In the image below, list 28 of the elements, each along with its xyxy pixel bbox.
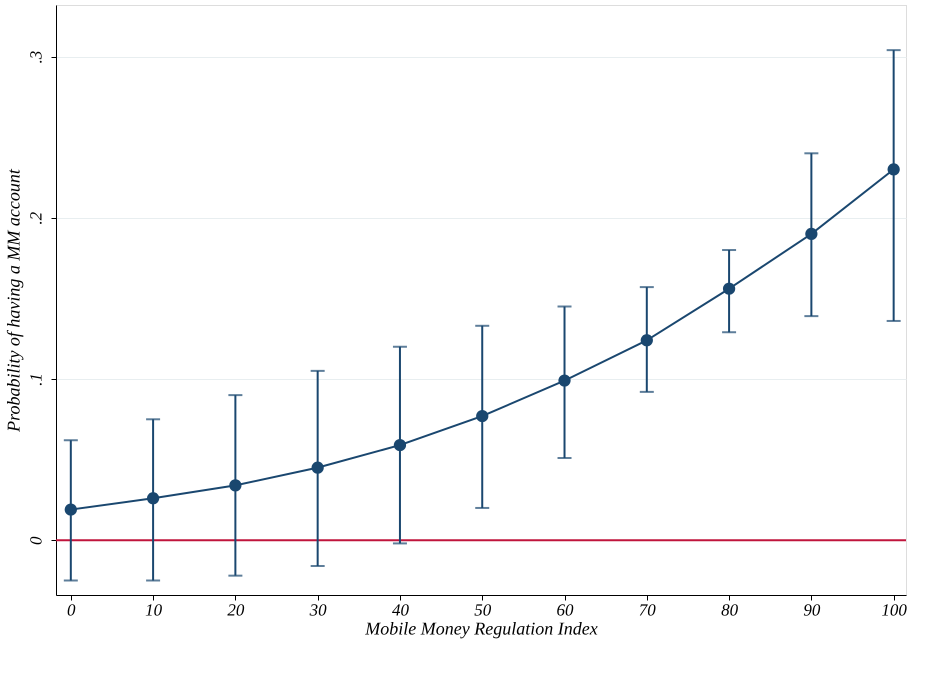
point bbox=[312, 462, 324, 474]
point bbox=[722, 282, 736, 295]
x-tick-label: 100 bbox=[881, 600, 908, 620]
y-tick-label: .3 bbox=[26, 50, 46, 64]
point bbox=[888, 163, 900, 176]
point bbox=[805, 228, 818, 240]
point bbox=[476, 410, 488, 422]
x-tick-label: 80 bbox=[721, 600, 739, 620]
x-tick-label: 60 bbox=[556, 600, 574, 620]
point bbox=[229, 479, 242, 492]
point bbox=[146, 492, 160, 504]
y-axis-title: Probability of having a MM account bbox=[4, 168, 24, 433]
x-tick-label: 30 bbox=[308, 600, 328, 620]
y-tick-label: .1 bbox=[26, 373, 46, 386]
x-tick-label: 0 bbox=[67, 600, 76, 620]
x-tick-label: 50 bbox=[474, 600, 492, 620]
x-tick-label: 90 bbox=[803, 600, 821, 620]
point bbox=[394, 438, 406, 452]
point bbox=[558, 374, 571, 387]
x-tick-label: 20 bbox=[227, 600, 245, 620]
point bbox=[640, 334, 653, 346]
y-tick-label: 0 bbox=[26, 536, 46, 545]
y-tick-label: .2 bbox=[26, 211, 46, 225]
x-axis-title: Mobile Money Regulation Index bbox=[364, 618, 598, 638]
x-tick-label: 40 bbox=[392, 600, 410, 620]
point bbox=[64, 503, 77, 516]
x-tick-label: 70 bbox=[638, 600, 656, 620]
x-tick-label: 10 bbox=[145, 600, 163, 620]
